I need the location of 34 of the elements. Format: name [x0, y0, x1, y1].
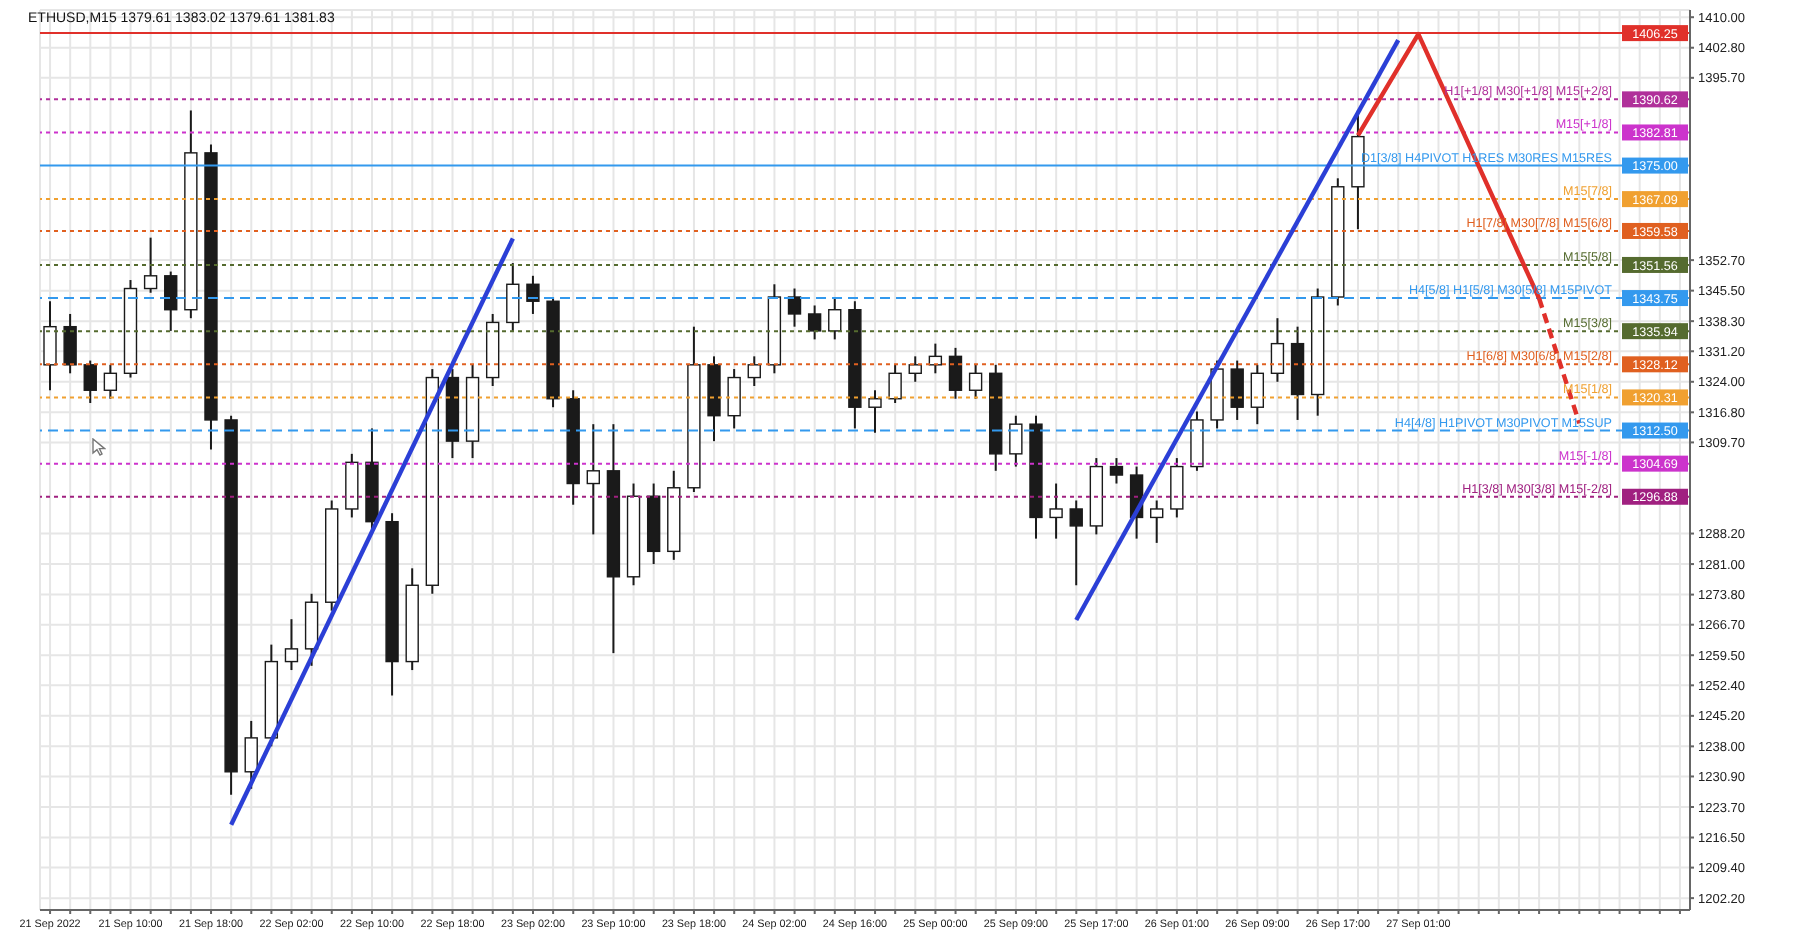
- candlestick: [727, 368, 741, 430]
- candlestick: [1069, 499, 1083, 587]
- candlestick: [968, 363, 983, 400]
- candlestick: [345, 452, 359, 519]
- candlestick: [164, 270, 178, 332]
- candlestick: [244, 719, 258, 790]
- candlestick: [586, 423, 600, 536]
- candlestick: [1270, 317, 1285, 383]
- candlestick: [526, 274, 540, 315]
- candlestick: [43, 300, 57, 392]
- candlestick: [908, 355, 922, 383]
- candlestick: [284, 618, 299, 672]
- candlestick: [888, 363, 902, 404]
- candlestick: [506, 262, 520, 332]
- candlestick: [304, 592, 319, 667]
- candlestick: [1230, 359, 1244, 421]
- candlestick: [63, 312, 77, 375]
- candlestick: [868, 389, 882, 434]
- candlestick: [1250, 363, 1265, 426]
- candlestick: [928, 342, 943, 375]
- candlestick: [828, 296, 842, 341]
- candlestick: [1109, 457, 1124, 485]
- candlestick: [747, 355, 761, 388]
- candlestick: [1190, 410, 1204, 472]
- candlestick: [1150, 499, 1164, 544]
- candlestick: [807, 304, 822, 341]
- candlestick: [1009, 414, 1023, 468]
- candlestick: [83, 359, 97, 404]
- candlestick: [787, 287, 802, 328]
- candlestick: [948, 346, 963, 400]
- candlestick: [103, 363, 118, 400]
- candlestick: [1170, 457, 1184, 519]
- candlestick: [143, 236, 158, 294]
- candlestick: [1049, 482, 1063, 540]
